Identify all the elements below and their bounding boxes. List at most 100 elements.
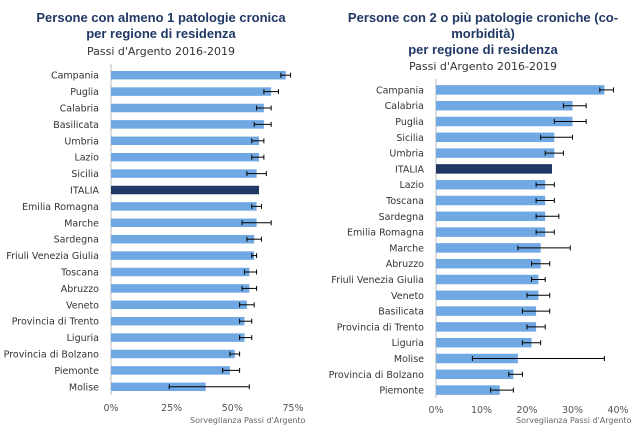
category-label-campania: Campania: [376, 85, 424, 96]
error-bar-puglia: [263, 89, 279, 95]
error-bar-calabria: [256, 105, 272, 111]
bar-sardegna: [111, 234, 255, 244]
x-tick-label: 20%: [516, 405, 537, 416]
category-label-friuli-venezia-giulia: Friuli Venezia Giulia: [6, 251, 99, 262]
error-bar-provincia-di-trento: [526, 324, 546, 330]
bar-abruzzo: [111, 284, 250, 293]
error-bar-toscana: [535, 198, 555, 203]
category-label-marche: Marche: [389, 243, 424, 254]
error-bar-friuli-venezia-giulia: [531, 277, 546, 282]
chart-right-subtitle: Passi d'Argento 2016-2019: [409, 60, 557, 73]
bar-friuli-venezia-giulia: [111, 251, 255, 260]
x-tick-label: 0%: [103, 403, 118, 414]
error-bar-calabria: [562, 103, 587, 109]
bar-veneto: [111, 300, 247, 310]
bar-calabria: [436, 100, 573, 111]
category-label-abruzzo: Abruzzo: [386, 259, 424, 270]
error-bar-puglia: [553, 119, 587, 124]
bar-emilia-romagna: [111, 202, 257, 211]
error-bar-provincia-di-bolzano: [229, 351, 241, 357]
category-label-lazio: Lazio: [399, 180, 424, 191]
category-label-molise: Molise: [69, 382, 99, 393]
category-label-calabria: Calabria: [60, 104, 99, 115]
error-bar-sardegna: [535, 213, 560, 219]
bar-molise: [111, 382, 206, 392]
chart-left-subtitle: Passi d'Argento 2016-2019: [87, 45, 235, 58]
error-bar-umbria: [251, 138, 265, 144]
bar-sicilia: [111, 169, 257, 178]
bar-marche: [111, 218, 257, 228]
error-bar-friuli-venezia-giulia: [251, 253, 258, 259]
error-bar-molise: [471, 356, 605, 361]
category-label-provincia-di-bolzano: Provincia di Bolzano: [329, 370, 425, 381]
bar-lazio: [111, 152, 260, 162]
bar-toscana: [436, 195, 546, 206]
category-label-emilia-romagna: Emilia Romagna: [22, 202, 99, 213]
error-bar-emilia-romagna: [251, 203, 262, 209]
bar-puglia: [111, 87, 272, 96]
bar-provincia-di-bolzano: [436, 369, 514, 380]
x-tick-label: 0%: [428, 405, 443, 416]
bar-italia: [111, 185, 260, 195]
error-bar-veneto: [526, 292, 551, 298]
bar-calabria: [111, 103, 264, 113]
bar-marche: [436, 243, 541, 253]
category-label-provincia-di-bolzano: Provincia di Bolzano: [4, 350, 100, 361]
category-label-friuli-venezia-giulia: Friuli Venezia Giulia: [331, 275, 424, 286]
category-label-sicilia: Sicilia: [71, 169, 99, 180]
category-label-emilia-romagna: Emilia Romagna: [347, 228, 424, 239]
category-label-liguria: Liguria: [67, 333, 99, 344]
bar-liguria: [436, 337, 532, 348]
category-label-campania: Campania: [51, 71, 99, 82]
category-label-abruzzo: Abruzzo: [61, 284, 99, 295]
bar-friuli-venezia-giulia: [436, 274, 539, 285]
category-label-toscana: Toscana: [60, 268, 99, 279]
error-bar-marche: [517, 245, 571, 251]
bar-puglia: [436, 116, 573, 127]
bar-toscana: [111, 267, 250, 277]
chart-left-title: Persone con almeno 1 patologie cronica p…: [36, 10, 286, 41]
error-bar-campania: [280, 72, 292, 78]
error-bar-piemonte: [222, 367, 241, 373]
bar-provincia-di-trento: [436, 322, 537, 332]
error-bar-piemonte: [490, 387, 514, 393]
category-label-piemonte: Piemonte: [379, 386, 424, 397]
error-bar-provincia-di-bolzano: [508, 371, 523, 377]
error-bar-molise: [168, 384, 250, 390]
category-label-sardegna: Sardegna: [54, 235, 99, 246]
error-bar-provincia-di-trento: [239, 318, 253, 324]
category-label-provincia-di-trento: Provincia di Trento: [12, 317, 99, 328]
bar-veneto: [436, 290, 539, 301]
category-label-veneto: Veneto: [391, 291, 424, 302]
bar-umbria: [436, 148, 555, 158]
category-label-piemonte: Piemonte: [54, 366, 99, 377]
error-bar-marche: [241, 220, 272, 226]
bar-liguria: [111, 333, 245, 342]
category-label-italia: ITALIA: [70, 186, 99, 197]
category-label-provincia-di-trento: Provincia di Trento: [337, 322, 424, 333]
error-bar-emilia-romagna: [535, 229, 555, 235]
error-bar-liguria: [239, 335, 253, 341]
chart-left-plot: Campania Puglia Calabria Basilicata Umbria La…: [4, 64, 304, 414]
error-bar-lazio: [251, 154, 265, 160]
category-label-liguria: Liguria: [392, 338, 424, 349]
x-tick-label: 50%: [222, 403, 243, 414]
category-label-toscana: Toscana: [385, 196, 424, 207]
x-tick-label: 30%: [562, 405, 583, 416]
error-bar-liguria: [521, 340, 542, 346]
error-bar-lazio: [535, 182, 555, 188]
category-label-puglia: Puglia: [70, 87, 99, 98]
x-tick-label: 10%: [471, 405, 492, 416]
chart-right: Persone con 2 o più patologie croniche (…: [322, 0, 644, 441]
bar-lazio: [436, 179, 546, 190]
category-label-sicilia: Sicilia: [396, 133, 424, 144]
error-bar-sardegna: [246, 236, 262, 242]
bar-piemonte: [436, 385, 500, 395]
error-bar-basilicata: [253, 121, 272, 127]
bar-umbria: [111, 136, 260, 146]
bar-provincia-di-trento: [111, 316, 245, 326]
error-bar-sicilia: [246, 171, 267, 177]
bar-abruzzo: [436, 258, 541, 269]
error-bar-basilicata: [521, 308, 551, 314]
category-label-italia: ITALIA: [395, 164, 424, 175]
